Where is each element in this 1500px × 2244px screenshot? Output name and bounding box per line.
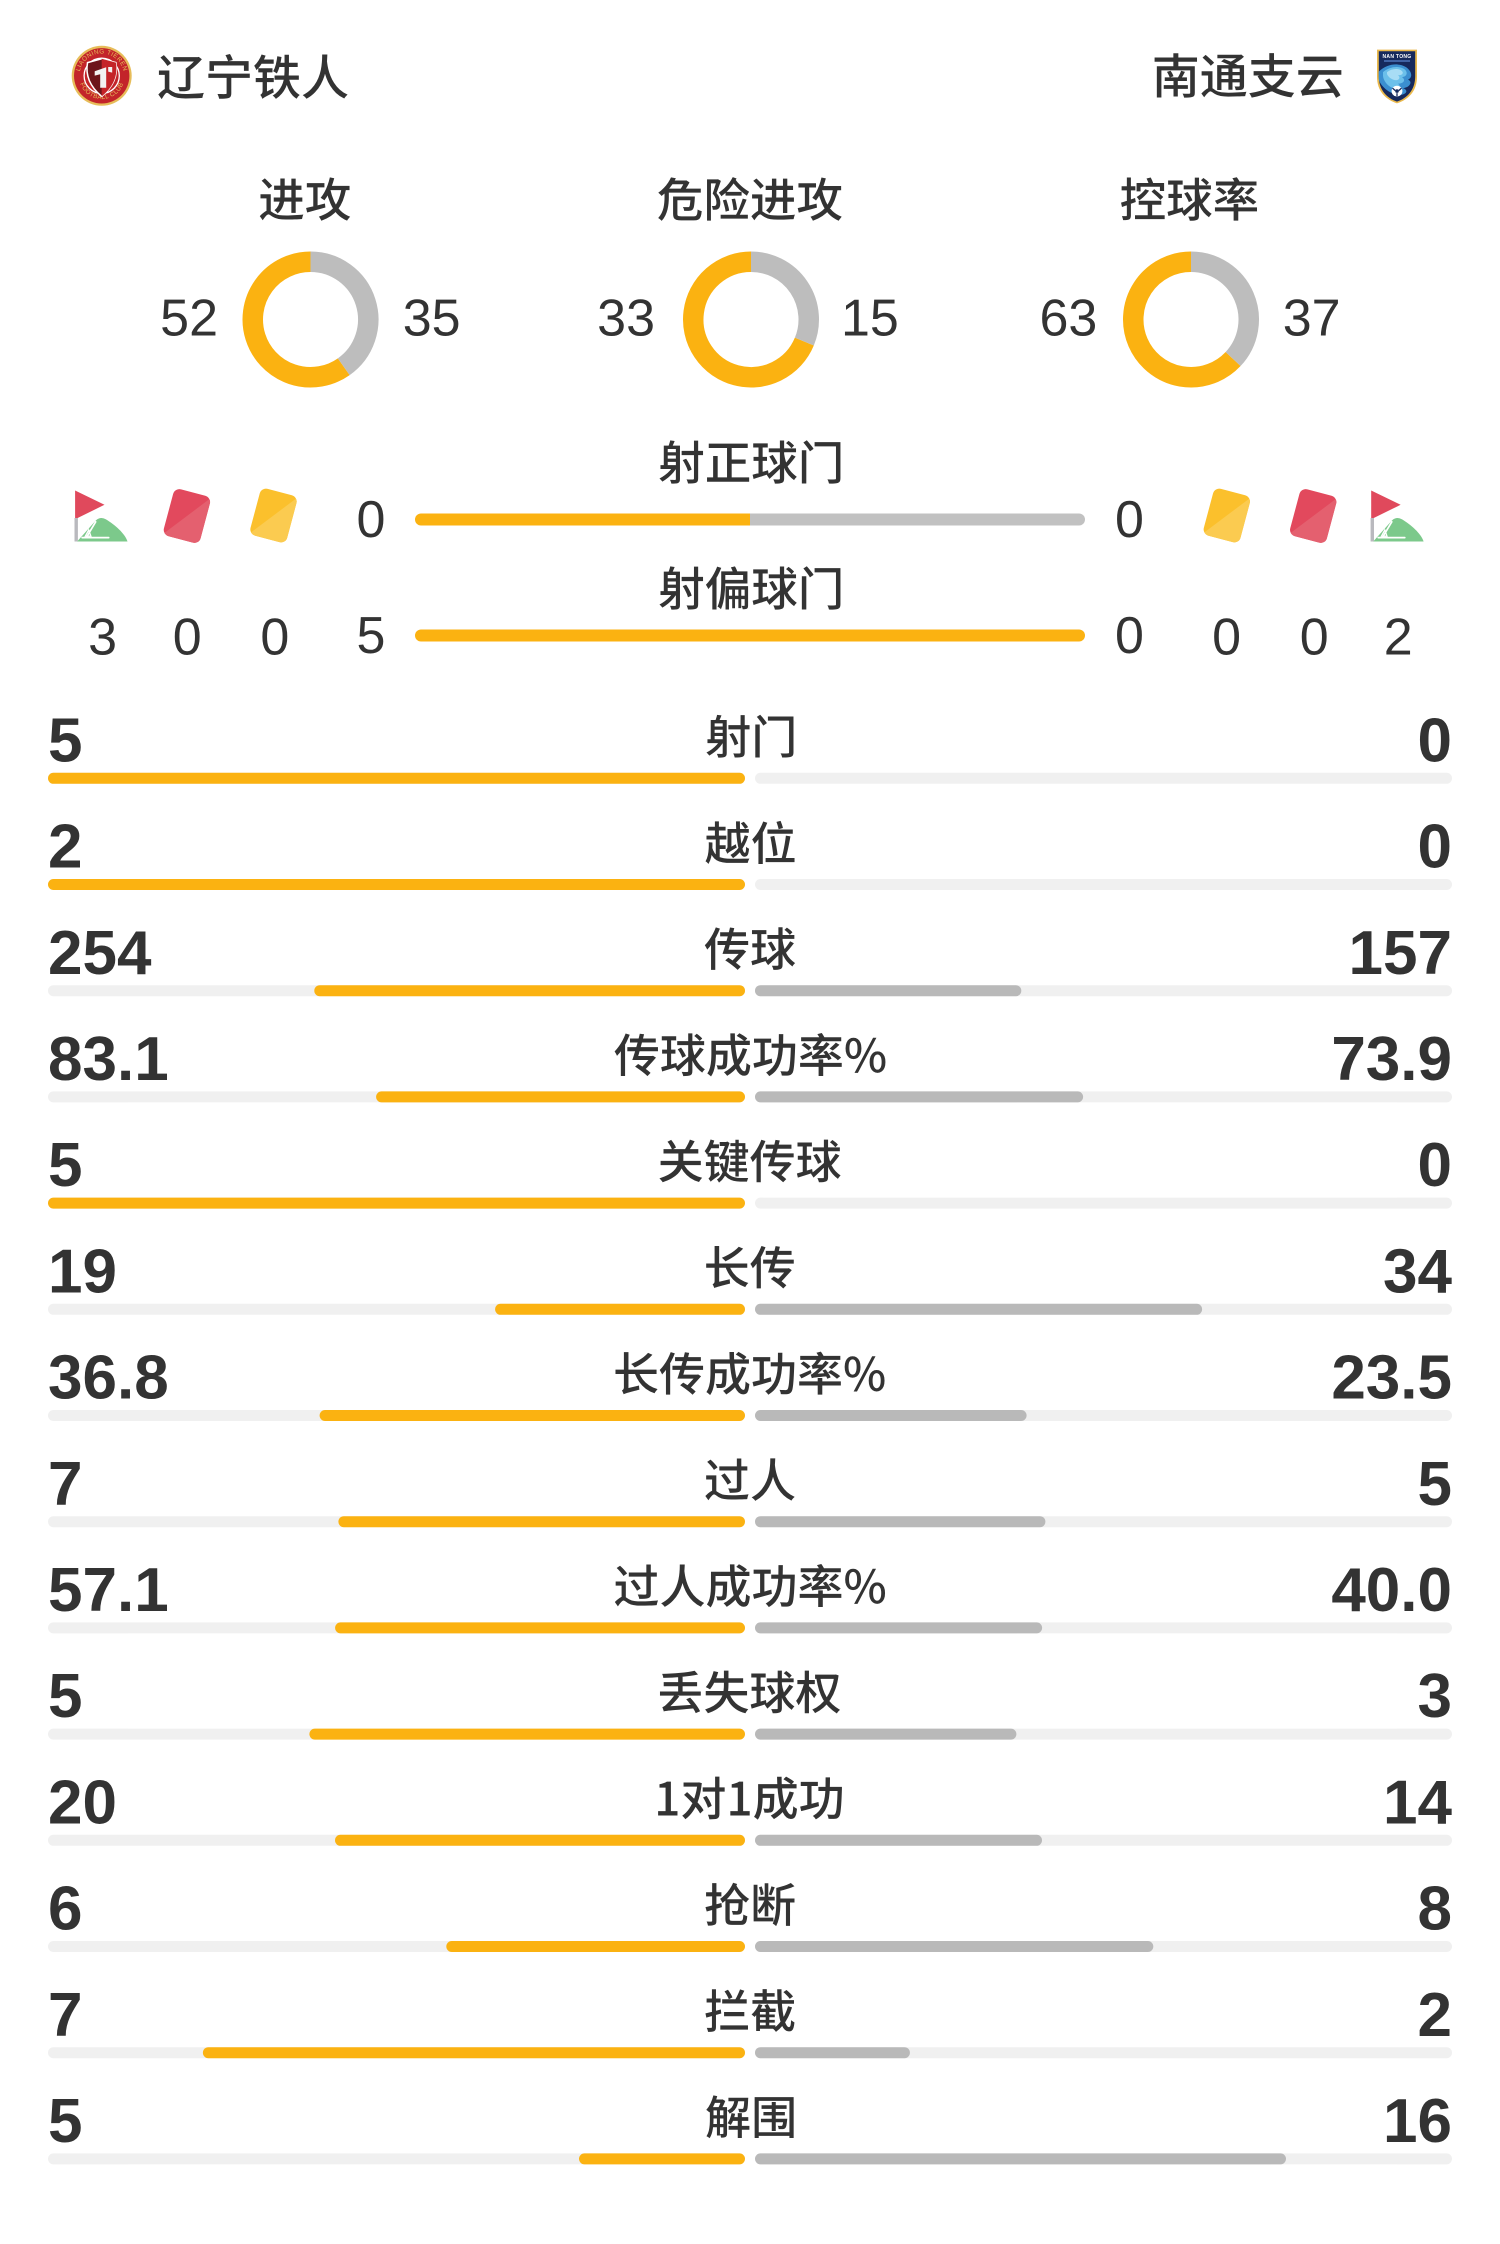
svg-text:5: 5 (48, 706, 82, 775)
svg-text:0: 0 (1300, 609, 1329, 667)
svg-text:5: 5 (48, 1662, 82, 1731)
svg-text:157: 157 (1349, 919, 1452, 988)
svg-text:0: 0 (357, 491, 386, 549)
svg-text:7: 7 (48, 1981, 82, 2050)
svg-text:57.1: 57.1 (48, 1556, 169, 1625)
svg-text:0: 0 (1115, 607, 1144, 665)
svg-text:0: 0 (1418, 813, 1452, 882)
svg-text:15: 15 (841, 289, 899, 347)
svg-text:2: 2 (1418, 1981, 1452, 2050)
svg-text:36.8: 36.8 (48, 1344, 169, 1413)
svg-text:2: 2 (1384, 609, 1413, 667)
svg-text:2: 2 (48, 813, 82, 882)
svg-text:0: 0 (1418, 706, 1452, 775)
svg-text:5: 5 (1418, 1450, 1452, 1519)
svg-text:6: 6 (48, 1875, 82, 1944)
svg-text:0: 0 (1212, 609, 1241, 667)
svg-text:5: 5 (48, 2087, 82, 2156)
svg-text:16: 16 (1383, 2087, 1452, 2156)
svg-text:83.1: 83.1 (48, 1025, 169, 1094)
svg-text:14: 14 (1383, 1768, 1452, 1837)
svg-text:40.0: 40.0 (1331, 1556, 1452, 1625)
svg-text:3: 3 (1418, 1662, 1452, 1731)
svg-text:NAN TONG: NAN TONG (1383, 54, 1412, 60)
svg-text:5: 5 (48, 1131, 82, 1200)
svg-text:35: 35 (403, 289, 461, 347)
svg-text:20: 20 (48, 1768, 117, 1837)
svg-text:73.9: 73.9 (1331, 1025, 1452, 1094)
svg-text:5: 5 (357, 607, 386, 665)
svg-text:7: 7 (48, 1450, 82, 1519)
svg-text:52: 52 (160, 289, 218, 347)
svg-text:254: 254 (48, 919, 152, 988)
svg-text:23.5: 23.5 (1331, 1344, 1452, 1413)
svg-text:33: 33 (597, 289, 655, 347)
svg-text:63: 63 (1039, 289, 1097, 347)
svg-text:3: 3 (88, 609, 117, 667)
svg-text:34: 34 (1383, 1237, 1452, 1306)
svg-text:8: 8 (1418, 1875, 1452, 1944)
svg-text:0: 0 (173, 609, 202, 667)
svg-text:0: 0 (260, 609, 289, 667)
svg-text:37: 37 (1283, 289, 1341, 347)
svg-text:0: 0 (1418, 1131, 1452, 1200)
svg-text:19: 19 (48, 1237, 117, 1306)
svg-text:0: 0 (1115, 491, 1144, 549)
